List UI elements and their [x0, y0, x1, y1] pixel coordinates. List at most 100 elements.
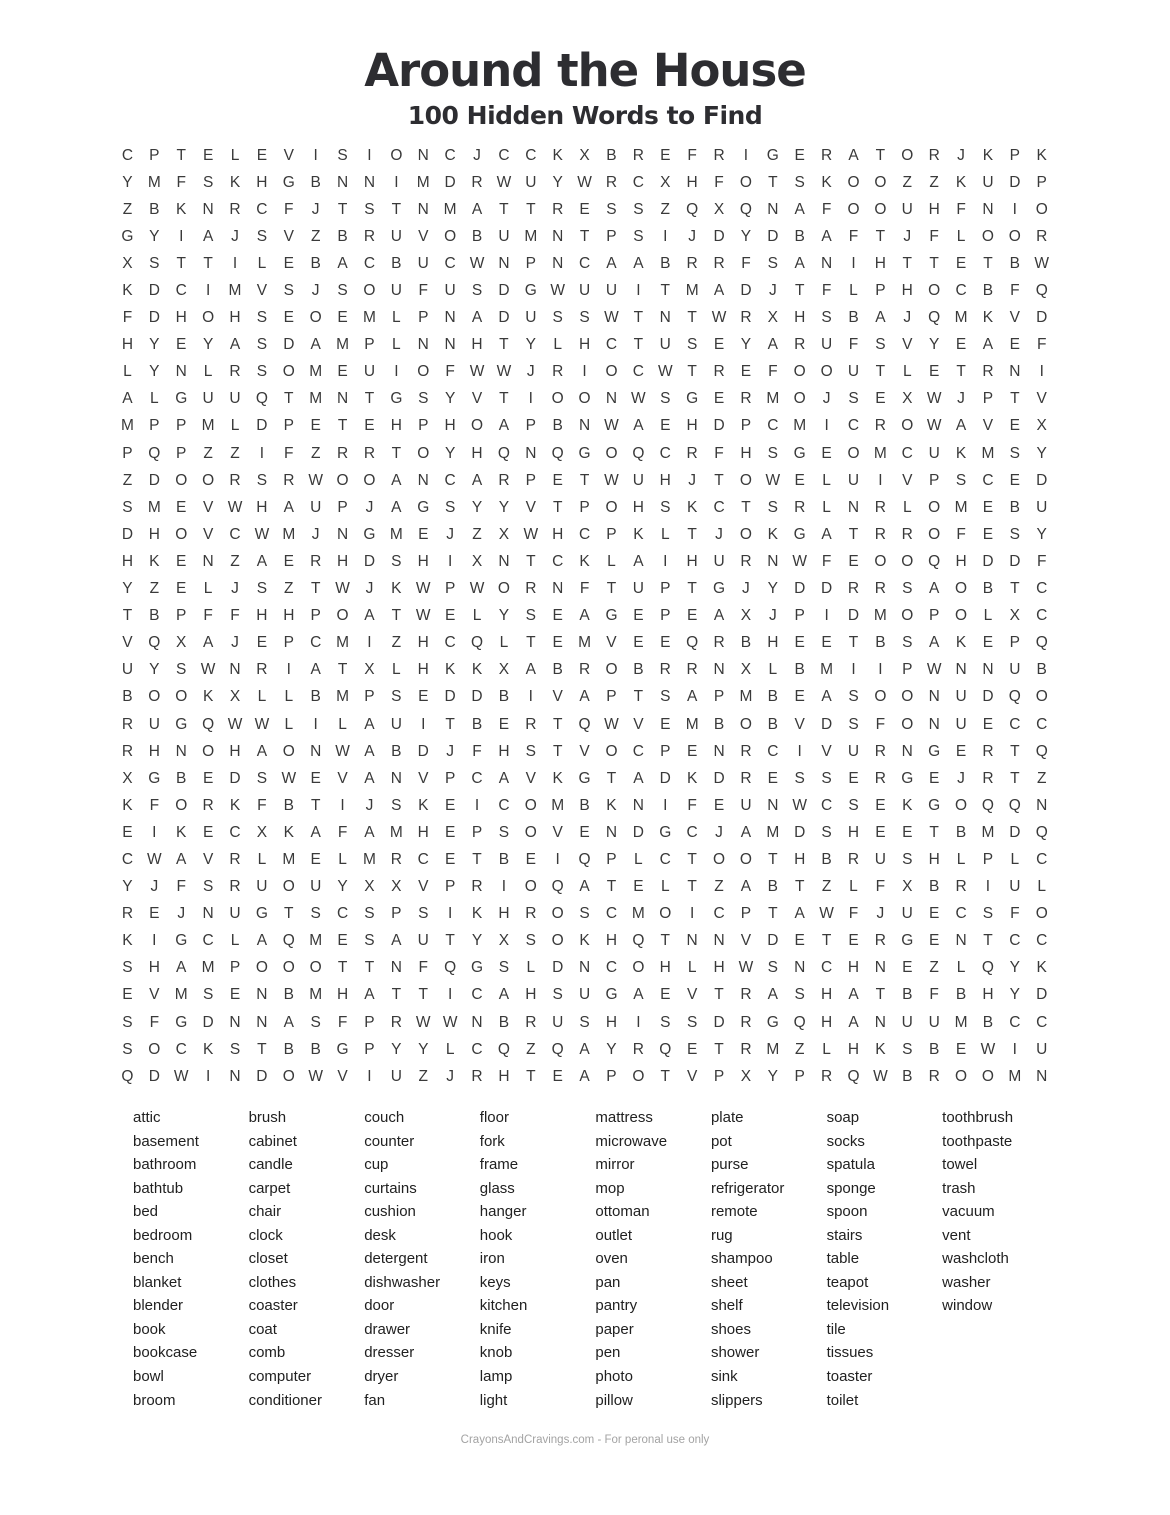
grid-letter: U [229, 390, 241, 408]
grid-letter: Q [686, 634, 699, 652]
grid-letter: L [1010, 850, 1020, 868]
grid-letter: F [284, 200, 294, 218]
grid-letter: I [663, 796, 668, 814]
grid-letter: V [579, 742, 590, 760]
grid-letter: T [633, 309, 644, 327]
grid-letter: L [956, 227, 966, 245]
grid-letter: O [713, 850, 726, 868]
grid-letter: K [606, 796, 617, 814]
grid-letter: B [902, 1067, 913, 1085]
word-list-item: cup [364, 1156, 389, 1174]
word-list: attic basement bathroom bathtub bed bedroom be… [133, 1106, 1143, 1412]
grid-letter: L [1037, 878, 1047, 896]
grid-letter: L [230, 146, 240, 164]
grid-letter: K [552, 769, 563, 787]
grid-letter: N [175, 742, 187, 760]
grid-letter: Q [632, 444, 645, 462]
grid-letter: T [714, 986, 724, 1004]
grid-letter: X [902, 390, 913, 408]
grid-letter: U [417, 932, 429, 950]
grid-letter: F [284, 444, 294, 462]
grid-letter: B [391, 254, 402, 272]
grid-letter: H [229, 742, 241, 760]
grid-letter: E [444, 796, 456, 814]
grid-letter: G [578, 444, 591, 462]
grid-letter: Y [498, 498, 510, 516]
grid-letter: U [1009, 878, 1021, 896]
grid-letter: I [636, 1013, 641, 1031]
grid-letter: Q [444, 959, 457, 977]
grid-letter: N [202, 905, 214, 923]
grid-letter: N [498, 552, 510, 570]
grid-letter: N [444, 309, 456, 327]
grid-letter: J [526, 363, 535, 381]
grid-letter: A [364, 769, 375, 787]
grid-letter: I [528, 390, 533, 408]
grid-letter: L [203, 363, 213, 381]
grid-letter: D [229, 769, 241, 787]
grid-letter: M [389, 525, 403, 543]
word-list-item: toothpaste [942, 1132, 1013, 1150]
grid-letter: A [767, 336, 778, 354]
grid-letter: X [364, 878, 375, 896]
grid-letter: S [391, 552, 402, 570]
grid-letter: I [367, 146, 372, 164]
grid-letter: O [336, 471, 349, 489]
grid-letter: E [202, 769, 214, 787]
word-list-item: spoon [826, 1203, 868, 1221]
grid-letter: I [152, 932, 157, 950]
word-list-item: fork [479, 1132, 505, 1150]
grid-letter: V [202, 850, 214, 868]
grid-letter: H [498, 742, 510, 760]
grid-letter: R [713, 254, 725, 272]
grid-letter: A [471, 200, 483, 218]
grid-letter: S [686, 1013, 698, 1031]
word-list-item: dryer [364, 1368, 399, 1386]
grid-letter: S [256, 580, 268, 598]
grid-letter: O [901, 715, 914, 733]
grid-letter: B [283, 796, 294, 814]
grid-letter: I [367, 1067, 372, 1085]
grid-letter: S [821, 769, 832, 787]
grid-letter: K [1036, 146, 1047, 164]
grid-letter: Q [632, 932, 645, 950]
grid-letter: O [847, 444, 860, 462]
grid-letter: L [983, 607, 993, 625]
grid-letter: Q [551, 1040, 564, 1058]
grid-letter: Q [551, 444, 564, 462]
grid-letter: H [148, 959, 160, 977]
grid-letter: Y [202, 336, 214, 354]
grid-letter: C [821, 796, 833, 814]
grid-letter: I [851, 661, 856, 679]
grid-letter: S [767, 959, 778, 977]
grid-letter: R [229, 471, 241, 489]
grid-letter: B [660, 254, 671, 272]
grid-letter: T [902, 254, 912, 272]
grid-letter: C [578, 254, 591, 272]
grid-letter: K [229, 173, 241, 191]
grid-letter: N [310, 742, 322, 760]
grid-letter: R [552, 200, 564, 218]
grid-letter: Y [606, 1040, 617, 1058]
grid-letter: G [766, 146, 779, 164]
grid-letter: G [175, 932, 188, 950]
grid-letter: E [176, 552, 187, 570]
grid-letter: W [281, 769, 297, 787]
word-list-item: lamp [479, 1368, 513, 1386]
grid-letter: T [499, 336, 509, 354]
grid-letter: F [230, 607, 240, 625]
grid-letter: E [552, 607, 563, 625]
grid-letter: A [982, 336, 994, 354]
grid-letter: V [202, 498, 214, 516]
grid-letter: S [848, 688, 859, 706]
grid-letter: F [1036, 552, 1047, 570]
grid-letter: P [713, 1067, 725, 1085]
grid-letter: R [121, 715, 134, 733]
grid-letter: V [418, 227, 429, 245]
grid-letter: V [633, 715, 644, 733]
grid-letter: B [310, 688, 321, 706]
grid-letter: R [740, 769, 752, 787]
grid-letter: S [902, 1040, 913, 1058]
grid-letter: N [336, 173, 349, 191]
grid-letter: V [418, 878, 429, 896]
